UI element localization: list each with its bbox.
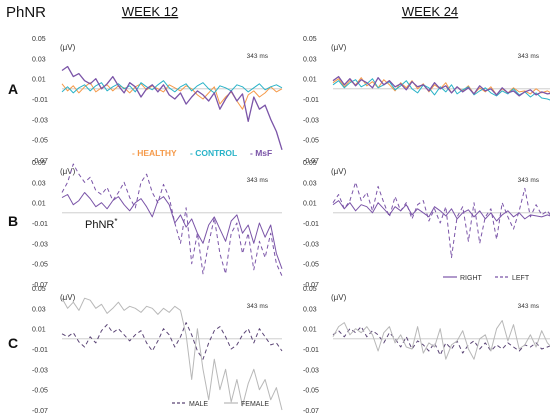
y-tick-label: -0.01 <box>32 347 48 354</box>
time-marker: 343 ms <box>247 53 269 60</box>
y-tick-label: -0.05 <box>303 262 319 269</box>
series-line-male <box>61 322 283 360</box>
y-tick-label: 0.05 <box>32 286 46 293</box>
y-tick-label: 0.03 <box>32 306 46 313</box>
y-tick-label: -0.03 <box>32 241 48 248</box>
y-tick-label: -0.03 <box>303 117 319 124</box>
series-line-msf <box>61 65 283 150</box>
y-tick-label: -0.05 <box>32 262 48 269</box>
series-line-control <box>332 78 550 101</box>
y-tick-label: -0.01 <box>32 221 48 228</box>
y-tick-label: 0.03 <box>303 180 317 187</box>
y-tick-label: -0.01 <box>303 97 319 104</box>
unit-label: (μV) <box>60 43 76 52</box>
y-tick-label: -0.05 <box>32 388 48 395</box>
row-label-b: B <box>8 213 18 229</box>
phnr-peak-label-text: PhNR <box>85 219 114 231</box>
y-tick-label: 0.01 <box>303 201 317 208</box>
y-tick-label: -0.01 <box>32 97 48 104</box>
row-label-a: A <box>8 81 18 97</box>
series-line-healthy <box>61 82 283 110</box>
legend-entry-msf: - MsF <box>250 148 272 158</box>
series-line-healthy <box>332 77 550 96</box>
y-tick-label: 0.01 <box>32 201 46 208</box>
y-tick-label: -0.03 <box>32 367 48 374</box>
y-tick-label: 0.03 <box>32 56 46 63</box>
series-line-female <box>332 320 550 360</box>
series-line-left <box>61 163 283 277</box>
time-marker: 343 ms <box>518 303 540 310</box>
y-tick-label: 0.05 <box>32 36 46 43</box>
y-tick-label: 0.01 <box>303 77 317 84</box>
measure-title: PhNR <box>6 4 46 21</box>
series-line-male <box>332 326 550 356</box>
y-tick-label: 0.05 <box>303 160 317 167</box>
y-tick-label: -0.05 <box>32 138 48 145</box>
time-marker: 343 ms <box>247 303 269 310</box>
y-tick-label: -0.07 <box>32 408 48 414</box>
legend-entry-female: FEMALE <box>241 401 269 408</box>
y-tick-label: -0.07 <box>32 158 48 165</box>
time-marker: 343 ms <box>518 177 540 184</box>
panel-a-week24: 0.05 0.03 0.01 -0.01 -0.03 -0.05 -0.07 (μV) 343 … <box>303 36 550 165</box>
unit-label: (μV) <box>60 293 76 302</box>
y-tick-label: -0.07 <box>32 282 48 289</box>
unit-label: (μV) <box>60 167 76 176</box>
row-label-c: C <box>8 335 18 351</box>
y-tick-label: -0.05 <box>303 388 319 395</box>
legend-entry-male: MALE <box>189 401 208 408</box>
y-tick-label: -0.07 <box>303 158 319 165</box>
panel-c-week12: 0.05 0.03 0.01 -0.01 -0.03 -0.05 -0.07 (μV) 343 … <box>32 286 283 414</box>
y-tick-label: 0.05 <box>303 36 317 43</box>
y-tick-label: -0.01 <box>303 221 319 228</box>
phnr-peak-label-sup: * <box>114 217 117 226</box>
y-tick-label: 0.01 <box>303 327 317 334</box>
panel-c-week24: 0.05 0.03 0.01 -0.01 -0.03 -0.05 -0.07 (μV) 343 … <box>303 286 550 414</box>
y-tick-label: 0.01 <box>32 77 46 84</box>
y-tick-label: 0.03 <box>303 306 317 313</box>
y-tick-label: -0.07 <box>303 408 319 414</box>
series-line-female <box>61 297 283 411</box>
y-tick-label: 0.03 <box>303 56 317 63</box>
y-tick-label: 0.03 <box>32 180 46 187</box>
column-header-week-24: WEEK 24 <box>402 4 458 19</box>
series-line-right <box>332 200 550 222</box>
time-marker: 343 ms <box>518 53 540 60</box>
y-tick-label: -0.03 <box>303 241 319 248</box>
time-marker: 343 ms <box>247 177 269 184</box>
y-tick-label: -0.03 <box>32 117 48 124</box>
panel-a-week12: 0.05 0.03 0.01 -0.01 -0.03 -0.05 -0.07 (μV) 343 … <box>32 36 283 165</box>
column-header-week-12: WEEK 12 <box>122 4 178 19</box>
y-tick-label: 0.01 <box>32 327 46 334</box>
y-tick-label: -0.01 <box>303 347 319 354</box>
panel-b-week12: 0.05 0.03 0.01 -0.01 -0.03 -0.05 -0.07 (μV) 343 … <box>32 160 283 289</box>
series-line-msf <box>332 75 550 97</box>
unit-label: (μV) <box>331 167 347 176</box>
legend-entry-healthy: - HEALTHY <box>132 148 177 158</box>
legend-entry-right: RIGHT <box>460 275 483 282</box>
y-tick-label: -0.03 <box>303 367 319 374</box>
y-tick-label: 0.05 <box>32 160 46 167</box>
unit-label: (μV) <box>331 293 347 302</box>
panel-b-week24: 0.05 0.03 0.01 -0.01 -0.03 -0.05 -0.07 (μV) 343 … <box>303 160 550 289</box>
series-line-left <box>332 181 550 259</box>
phnr-peak-label: PhNR* <box>85 217 117 231</box>
legend-entry-control: - CONTROL <box>190 148 237 158</box>
y-tick-label: 0.05 <box>303 286 317 293</box>
series-line-right <box>61 192 283 269</box>
unit-label: (μV) <box>331 43 347 52</box>
y-tick-label: -0.05 <box>303 138 319 145</box>
y-tick-label: -0.07 <box>303 282 319 289</box>
legend-entry-left: LEFT <box>512 275 530 282</box>
